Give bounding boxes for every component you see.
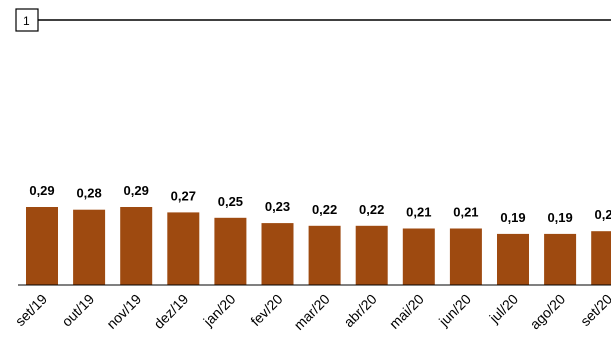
bar-set-20	[591, 231, 611, 285]
x-tick-label-ago-20: ago/20	[527, 291, 569, 333]
data-label-abr-20: 0,22	[359, 202, 384, 217]
bar-ago-20	[544, 233, 577, 285]
data-label-mai-20: 0,21	[406, 205, 431, 220]
data-label-jul-20: 0,19	[500, 210, 525, 225]
bars-layer	[26, 207, 611, 285]
bar-jul-20	[497, 233, 529, 285]
x-tick-labels-layer: set/19 out/19 nov/19 dez/19 jan/20 fev/20 mar/…	[12, 291, 611, 333]
bar-dez-19	[167, 212, 200, 285]
x-tick-label-jul-20: jul/20	[485, 291, 521, 327]
bar-jun-20	[449, 228, 482, 285]
bar-abr-20	[355, 225, 388, 285]
x-tick-label-abr-20: abr/20	[340, 291, 380, 331]
x-tick-label-dez-19: dez/19	[150, 291, 191, 332]
data-label-dez-19: 0,27	[171, 188, 196, 203]
data-label-mar-20: 0,22	[312, 202, 337, 217]
bar-fev-20	[261, 223, 294, 285]
x-tick-label-set-19: set/19	[12, 291, 50, 329]
data-label-out-19: 0,28	[76, 186, 101, 201]
data-label-fev-20: 0,23	[265, 199, 290, 214]
data-label-nov-19: 0,29	[124, 183, 149, 198]
data-label-jan-20: 0,25	[218, 194, 243, 209]
bar-jan-20	[214, 217, 247, 285]
bar-nov-19	[120, 207, 153, 285]
x-tick-label-fev-20: fev/20	[247, 291, 285, 329]
x-tick-label-jun-20: jun/20	[435, 291, 474, 330]
bar-out-19	[73, 209, 106, 285]
x-tick-label-out-19: out/19	[58, 291, 97, 330]
x-tick-label-set-20: set/20	[577, 291, 611, 329]
x-tick-label-mai-20: mai/20	[386, 291, 427, 332]
data-labels-layer: 0,29 0,28 0,29 0,27 0,25 0,23 0,22 0,22 0,21 0,21…	[29, 183, 611, 225]
bar-mar-20	[308, 225, 341, 285]
x-tick-label-mar-20: mar/20	[291, 291, 333, 333]
data-label-set-19: 0,29	[29, 183, 54, 198]
panel-number-label: 1	[23, 14, 30, 28]
panel-header: 1	[15, 8, 611, 32]
bar-mai-20	[402, 228, 435, 285]
data-label-jun-20: 0,21	[453, 205, 478, 220]
data-label-set-20: 0,20	[595, 207, 611, 222]
x-tick-label-nov-19: nov/19	[103, 291, 144, 332]
bar-set-19	[26, 207, 58, 285]
x-tick-label-jan-20: jan/20	[200, 291, 239, 330]
data-label-ago-20: 0,19	[547, 210, 572, 225]
